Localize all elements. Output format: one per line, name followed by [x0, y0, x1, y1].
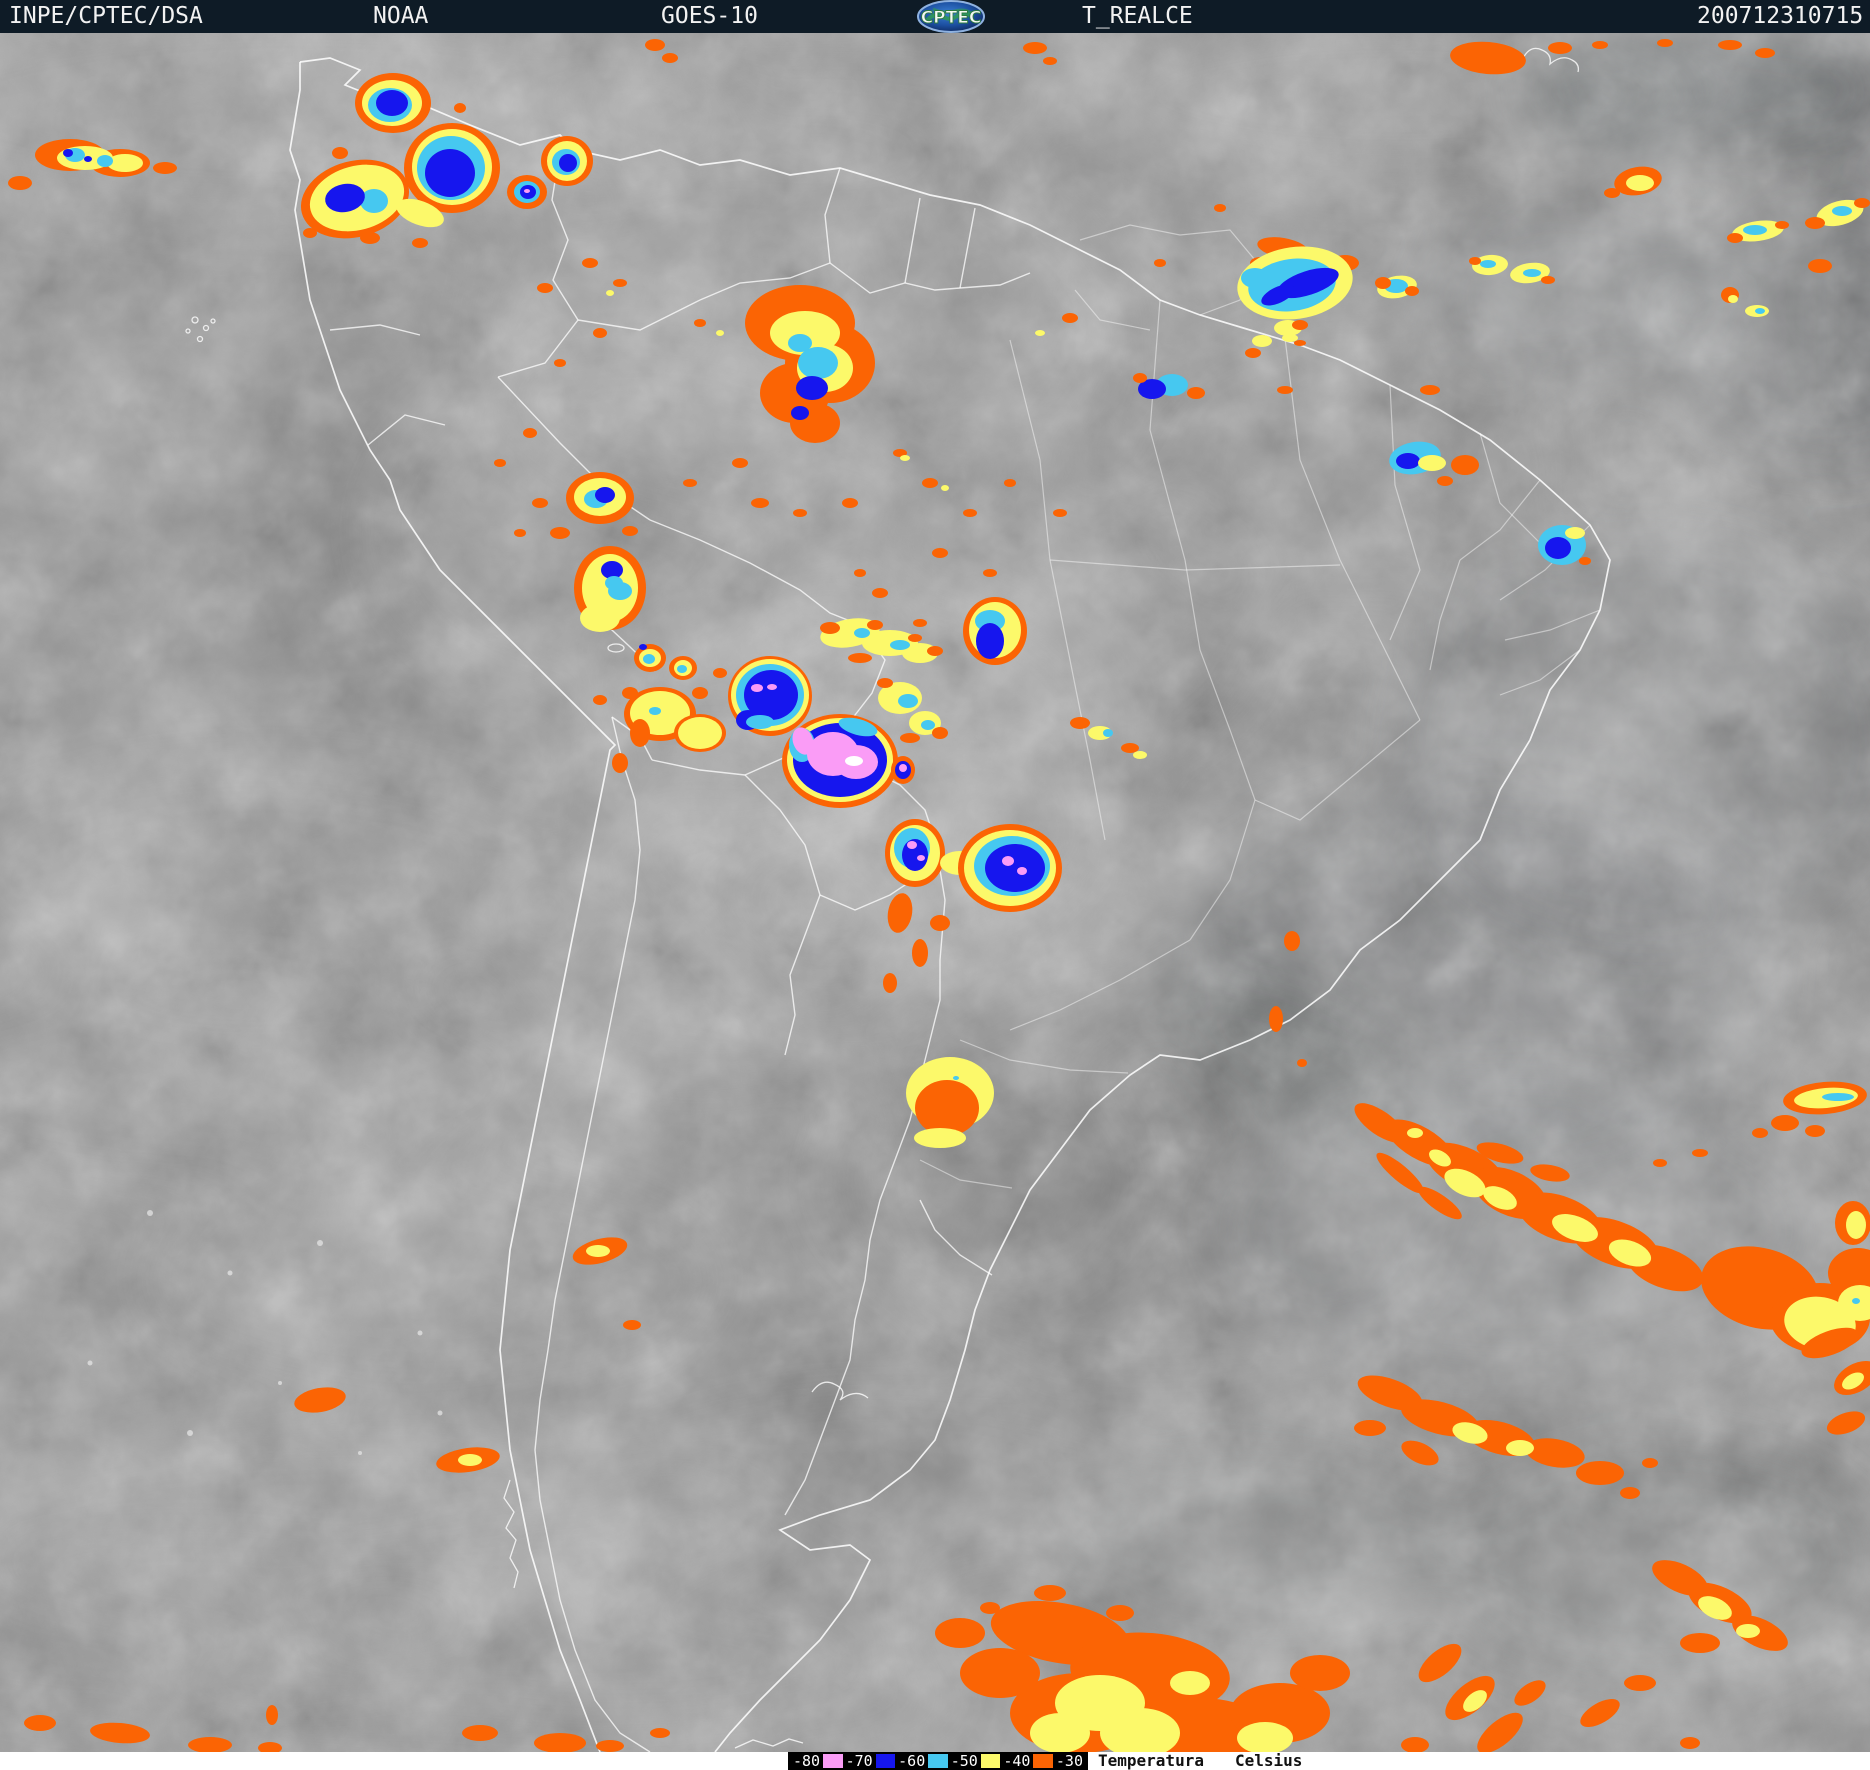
legend-units: Celsius	[1235, 1751, 1303, 1770]
legend-swatch-pink	[823, 1754, 843, 1768]
cloud-texture	[0, 33, 1870, 1752]
legend-label-40: -40	[1003, 1751, 1031, 1770]
legend-title: Temperatura	[1098, 1751, 1204, 1770]
legend-label-30: -30	[1055, 1751, 1083, 1770]
storm-andes-scatter	[593, 644, 727, 773]
satellite-label: GOES-10	[661, 3, 758, 29]
storm-peru-north	[550, 472, 638, 539]
atlantic-band-south	[1354, 1327, 1870, 1653]
lake-titicaca	[607, 643, 625, 653]
legend-swatch-orange	[1033, 1754, 1053, 1768]
storm-paraguay-system	[883, 819, 1062, 993]
timestamp-label: 200712310715	[1697, 3, 1864, 29]
storm-cluster-pacific-west	[8, 139, 177, 190]
storm-small-east	[891, 756, 915, 784]
legend-bar: -80 -70 -60 -50 -40 -30	[788, 1752, 1088, 1770]
chilean-fjords	[503, 1479, 519, 1589]
storm-cluster-amazon	[745, 285, 875, 443]
storm-peru-andes	[574, 546, 646, 632]
legend-label-70: -70	[845, 1751, 873, 1770]
cptec-logo-text: CPTEC	[921, 8, 982, 28]
storm-cluster-central-brazil	[820, 597, 1147, 759]
islands	[185, 47, 1580, 1749]
storm-cape-coast	[1538, 525, 1591, 565]
storm-bolivia-main	[728, 656, 812, 736]
storm-pink-core-system	[782, 714, 898, 808]
legend-label-60: -60	[898, 1751, 926, 1770]
satellite-map	[0, 33, 1870, 1752]
cptec-logo: CPTEC	[917, 0, 985, 33]
galapagos-islands	[185, 316, 216, 343]
atlantic-band-main	[1354, 1081, 1870, 1353]
small-cloud-dots	[87, 1210, 443, 1455]
legend-strip: -80 -70 -60 -50 -40 -30 Temperatura Cels…	[0, 1752, 1870, 1770]
coast-squiggle-south	[811, 1381, 869, 1401]
product-label: T_REALCE	[1082, 3, 1193, 29]
legend-label-50: -50	[950, 1751, 978, 1770]
coast-squiggle-northeast	[1521, 47, 1580, 73]
coast-specks-se-brazil	[1269, 931, 1307, 1067]
tierra-del-fuego	[734, 1738, 804, 1749]
country-borders	[289, 57, 1611, 1752]
storm-specks-south	[24, 1237, 1700, 1752]
storm-specks-north	[645, 39, 1870, 395]
noaa-label: NOAA	[373, 3, 429, 29]
storm-cluster-ne-brazil	[1237, 237, 1419, 358]
storm-cluster-colombia	[300, 73, 593, 248]
legend-swatch-yellow	[980, 1754, 1001, 1768]
legend-swatch-blue	[875, 1754, 896, 1768]
storm-ceara	[1389, 441, 1479, 486]
atlantic-bottom-system	[935, 1585, 1656, 1752]
storm-maranhao	[1133, 373, 1205, 399]
legend-swatch-cyan	[928, 1754, 948, 1768]
agency-label: INPE/CPTEC/DSA	[9, 3, 203, 29]
header-bar: INPE/CPTEC/DSA NOAA GOES-10 CPTEC T_REAL…	[0, 0, 1870, 33]
legend-label-80: -80	[793, 1751, 821, 1770]
storm-argentina-blob	[906, 1057, 994, 1148]
state-borders	[919, 224, 1601, 1189]
scattered-orange-specks	[494, 204, 1226, 627]
